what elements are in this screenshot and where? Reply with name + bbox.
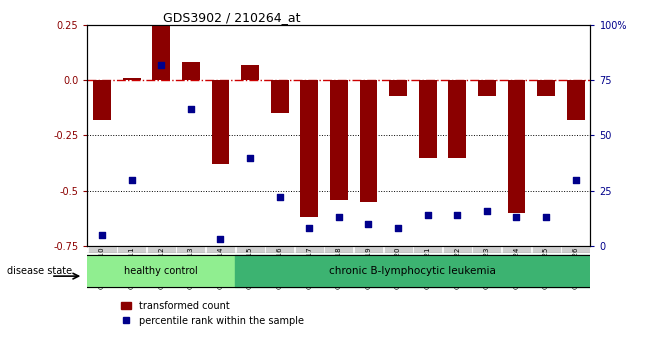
Bar	[537, 80, 555, 96]
Point	[511, 215, 522, 220]
Point	[245, 155, 256, 160]
Bar	[182, 62, 200, 80]
Text: healthy control: healthy control	[124, 266, 198, 276]
FancyBboxPatch shape	[413, 246, 442, 253]
Bar	[241, 65, 259, 80]
Bar	[360, 80, 377, 202]
Point	[570, 177, 581, 183]
Text: GSM658012: GSM658012	[158, 246, 164, 289]
FancyBboxPatch shape	[117, 246, 146, 253]
Bar	[211, 80, 229, 164]
Point	[215, 236, 226, 242]
Text: GSM658015: GSM658015	[247, 246, 253, 289]
FancyBboxPatch shape	[472, 246, 501, 253]
Text: GSM658017: GSM658017	[306, 246, 312, 289]
Point	[97, 232, 107, 238]
FancyBboxPatch shape	[236, 246, 264, 253]
FancyBboxPatch shape	[531, 246, 560, 253]
Bar	[301, 80, 318, 217]
Text: GSM658010: GSM658010	[99, 246, 105, 289]
Bar	[87, 255, 236, 287]
FancyBboxPatch shape	[384, 246, 413, 253]
Bar	[236, 255, 590, 287]
FancyBboxPatch shape	[265, 246, 294, 253]
Bar	[419, 80, 437, 158]
Point	[304, 225, 315, 231]
FancyBboxPatch shape	[176, 246, 205, 253]
Point	[393, 225, 403, 231]
FancyBboxPatch shape	[561, 246, 590, 253]
Text: GSM658018: GSM658018	[336, 246, 342, 289]
FancyBboxPatch shape	[324, 246, 354, 253]
Text: GSM658020: GSM658020	[395, 246, 401, 289]
Text: GSM658014: GSM658014	[217, 246, 223, 289]
FancyBboxPatch shape	[354, 246, 383, 253]
Point	[185, 106, 196, 112]
FancyBboxPatch shape	[147, 246, 176, 253]
Text: GDS3902 / 210264_at: GDS3902 / 210264_at	[162, 11, 300, 24]
Bar	[123, 78, 140, 80]
Text: disease state: disease state	[7, 266, 72, 276]
Bar	[478, 80, 496, 96]
Legend: transformed count, percentile rank within the sample: transformed count, percentile rank withi…	[117, 297, 307, 330]
Text: GSM658019: GSM658019	[366, 246, 372, 289]
Text: GSM658021: GSM658021	[425, 246, 431, 289]
Point	[156, 62, 166, 68]
Point	[541, 215, 552, 220]
Bar	[152, 25, 170, 80]
Point	[452, 212, 462, 218]
FancyBboxPatch shape	[206, 246, 235, 253]
Bar	[330, 80, 348, 200]
FancyBboxPatch shape	[87, 246, 117, 253]
FancyBboxPatch shape	[443, 246, 472, 253]
Text: chronic B-lymphocytic leukemia: chronic B-lymphocytic leukemia	[329, 266, 497, 276]
Point	[363, 221, 374, 227]
FancyBboxPatch shape	[502, 246, 531, 253]
FancyBboxPatch shape	[295, 246, 323, 253]
Point	[422, 212, 433, 218]
Bar	[448, 80, 466, 158]
Bar	[389, 80, 407, 96]
Text: GSM658023: GSM658023	[484, 246, 490, 289]
Point	[482, 208, 493, 213]
Text: GSM658026: GSM658026	[572, 246, 578, 289]
Text: GSM658024: GSM658024	[513, 246, 519, 289]
Text: GSM658025: GSM658025	[543, 246, 549, 289]
Text: GSM658022: GSM658022	[454, 246, 460, 289]
Text: GSM658013: GSM658013	[188, 246, 194, 289]
Bar	[567, 80, 584, 120]
Point	[126, 177, 137, 183]
Text: GSM658016: GSM658016	[276, 246, 282, 289]
Bar	[271, 80, 289, 113]
Point	[333, 215, 344, 220]
Bar	[93, 80, 111, 120]
Point	[274, 195, 285, 200]
Text: GSM658011: GSM658011	[129, 246, 135, 289]
Bar	[507, 80, 525, 213]
